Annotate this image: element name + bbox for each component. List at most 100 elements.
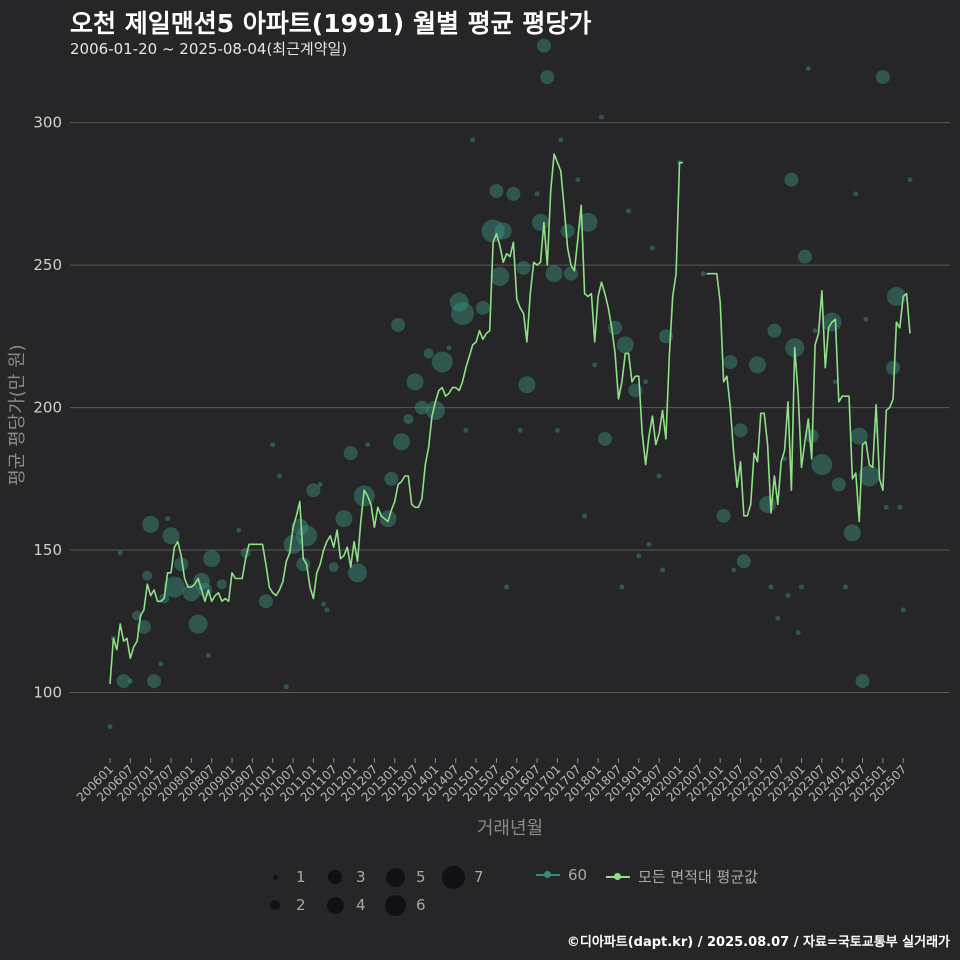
data-point-60 [636, 553, 642, 559]
data-point-60 [291, 518, 309, 536]
data-point-60 [656, 473, 662, 479]
data-point-60 [858, 465, 880, 487]
data-point-60 [658, 329, 673, 344]
data-point-60 [619, 584, 625, 590]
data-point-60 [127, 678, 133, 684]
data-point-60 [343, 446, 358, 461]
chart-legend: 1 2 3 4 5 6 7 60 모든 면적대 평균값 [262, 862, 822, 922]
data-point-60 [203, 550, 221, 568]
data-point-60 [236, 527, 242, 533]
y-tick-label: 150 [33, 541, 62, 559]
data-point-60 [490, 267, 510, 287]
legend-size-2-label: 2 [296, 896, 306, 914]
data-point-60 [193, 572, 211, 590]
data-point-60 [886, 286, 906, 306]
data-point-60 [347, 563, 367, 583]
y-tick-label: 250 [33, 256, 62, 274]
data-point-60 [504, 584, 510, 590]
data-point-60 [197, 582, 212, 597]
data-point-60 [147, 674, 162, 689]
x-axis-label: 거래년월 [476, 818, 544, 839]
data-point-60 [414, 400, 429, 415]
data-point-60 [597, 431, 612, 446]
y-tick-label: 300 [33, 114, 62, 132]
data-point-60 [425, 400, 445, 420]
data-point-60 [270, 442, 276, 448]
data-point-60 [391, 317, 406, 332]
data-point-60 [423, 348, 434, 359]
data-point-60 [564, 266, 579, 281]
data-point-60 [897, 504, 903, 510]
data-point-60 [517, 427, 523, 433]
data-point-60 [174, 557, 189, 572]
data-point-60 [449, 292, 469, 312]
data-point-60 [393, 433, 411, 451]
legend-size-4-label: 4 [356, 896, 366, 914]
data-point-60 [165, 516, 171, 522]
data-point-60 [321, 601, 327, 607]
data-point-60 [578, 212, 598, 232]
data-point-60 [558, 137, 564, 143]
data-point-60 [475, 300, 490, 315]
data-point-60 [205, 652, 211, 658]
chart-title: 오천 제일맨션5 아파트(1991) 월별 평균 평당가 [70, 9, 592, 38]
data-point-60 [489, 184, 504, 199]
data-point-60 [317, 481, 323, 487]
data-point-60 [592, 362, 598, 368]
data-point-60 [855, 674, 870, 689]
data-point-60 [853, 191, 859, 197]
data-point-60 [723, 354, 738, 369]
data-point-60 [306, 483, 321, 498]
legend-size-5: 5 [382, 864, 426, 890]
data-point-60 [660, 567, 666, 573]
legend-series-avg-label: 모든 면적대 평균값 [638, 868, 758, 886]
legend-size-4: 4 [322, 892, 366, 918]
data-point-60 [296, 525, 318, 547]
data-point-60 [767, 323, 782, 338]
data-point-60 [379, 510, 397, 528]
data-point-60 [799, 584, 805, 590]
data-point-60 [797, 249, 812, 264]
data-point-60 [575, 177, 581, 183]
y-axis-label: 평균 평당가(만 원) [7, 344, 28, 486]
data-point-60 [518, 376, 536, 394]
data-point-60 [812, 328, 818, 334]
legend-size-1-label: 1 [296, 868, 306, 886]
data-point-60 [616, 336, 634, 354]
chart-subtitle: 2006-01-20 ~ 2025-08-04(최근계약일) [70, 40, 348, 58]
data-point-60 [136, 619, 151, 634]
data-point-60 [649, 245, 655, 251]
data-point-60 [162, 527, 180, 545]
data-point-60 [516, 260, 531, 275]
data-point-60 [335, 510, 353, 528]
legend-size-2: 2 [262, 892, 306, 918]
data-point-60 [716, 508, 731, 523]
data-point-60 [733, 423, 748, 438]
data-point-60 [907, 177, 913, 183]
data-point-60 [365, 442, 371, 448]
data-point-60 [759, 495, 777, 513]
data-point-60 [540, 70, 555, 85]
data-point-60 [324, 607, 330, 613]
data-point-60 [863, 316, 869, 322]
data-point-60 [599, 114, 605, 120]
data-point-60 [731, 567, 737, 573]
data-point-60 [850, 427, 868, 445]
legend-size-5-label: 5 [416, 868, 426, 886]
data-point-60 [117, 550, 123, 556]
data-point-60 [481, 219, 505, 243]
data-point-60 [283, 534, 303, 554]
source-footer: ©디아파트(dapt.kr) / 2025.08.07 / 자료=국토교통부 실… [566, 935, 950, 950]
legend-size-6-label: 6 [416, 896, 426, 914]
data-point-60 [536, 38, 551, 53]
data-point-60 [216, 579, 227, 590]
data-point-60 [646, 541, 652, 547]
data-point-60 [142, 515, 160, 533]
legend-series-60-label: 60 [568, 866, 588, 884]
data-point-60 [832, 379, 838, 385]
data-point-60 [258, 594, 273, 609]
data-point-60 [431, 351, 453, 373]
data-point-60 [748, 356, 766, 374]
data-point-60 [775, 615, 781, 621]
